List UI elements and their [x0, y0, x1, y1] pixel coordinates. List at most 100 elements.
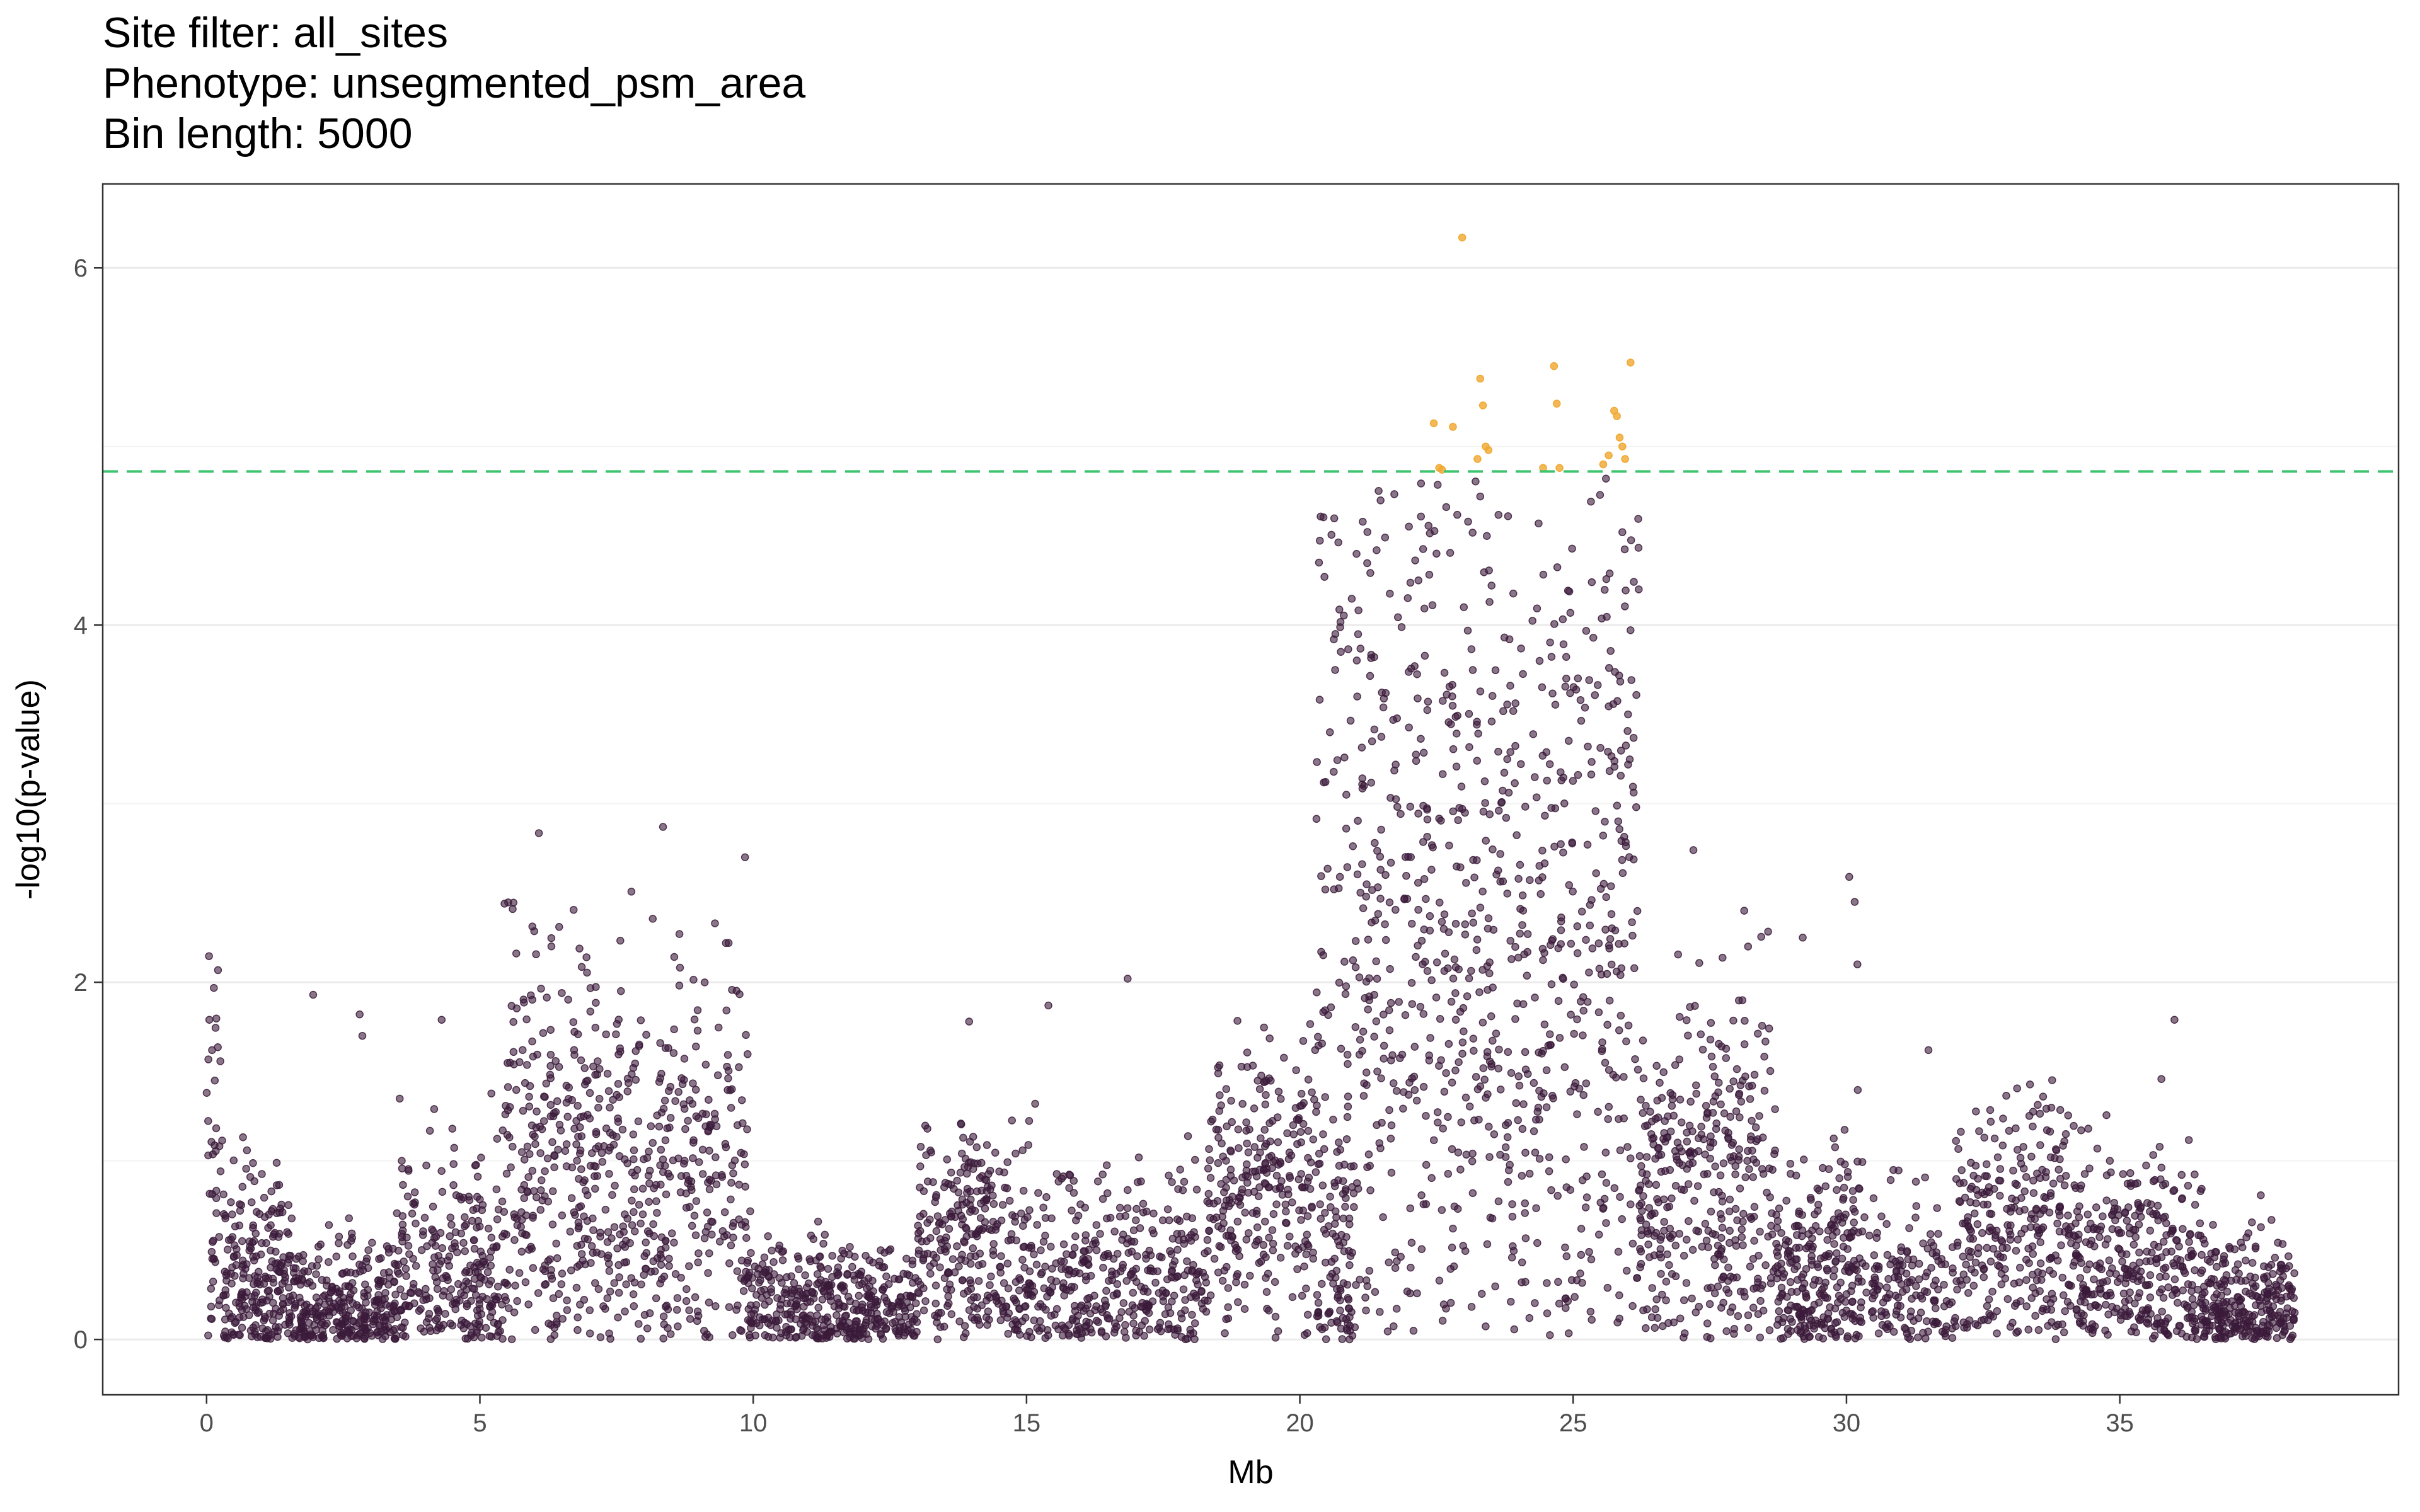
- data-point: [1919, 1329, 1927, 1337]
- data-point: [1657, 1233, 1666, 1241]
- data-point: [724, 1067, 733, 1075]
- data-point: [401, 1332, 410, 1341]
- data-point: [1480, 1075, 1489, 1084]
- data-point: [1616, 1011, 1625, 1020]
- data-point: [595, 1094, 604, 1103]
- data-point: [908, 1260, 917, 1269]
- data-point: [1587, 1315, 1596, 1324]
- data-point: [614, 1261, 623, 1269]
- data-point: [684, 1116, 692, 1125]
- data-point: [1305, 1174, 1313, 1182]
- data-point: [212, 1209, 221, 1217]
- data-point: [1607, 960, 1616, 969]
- data-point: [529, 1264, 538, 1272]
- data-point: [1831, 1143, 1840, 1152]
- data-point: [1075, 1269, 1084, 1278]
- data-point: [1393, 803, 1402, 811]
- data-point: [1137, 1283, 1145, 1291]
- data-point: [1475, 988, 1484, 997]
- data-point: [550, 1163, 558, 1172]
- data-point: [850, 1271, 858, 1280]
- data-point: [1284, 1190, 1293, 1199]
- data-point: [577, 963, 586, 971]
- data-point: [1722, 1285, 1731, 1293]
- data-point: [1348, 1249, 1356, 1257]
- data-point: [1086, 1325, 1095, 1334]
- data-point: [300, 1267, 308, 1275]
- data-point: [1959, 1179, 1968, 1187]
- data-point: [1242, 1118, 1250, 1126]
- data-point: [335, 1239, 343, 1247]
- data-point: [1726, 1084, 1734, 1093]
- data-point: [1343, 863, 1352, 871]
- data-point: [398, 1164, 406, 1172]
- data-point: [1184, 1132, 1192, 1140]
- data-point: [1428, 601, 1437, 609]
- data-point: [1573, 1110, 1581, 1118]
- data-point: [1470, 1116, 1478, 1125]
- data-point: [712, 1302, 720, 1310]
- data-point: [1605, 767, 1614, 776]
- data-point: [1933, 1204, 1941, 1212]
- data-point: [800, 1302, 808, 1311]
- data-point: [558, 1315, 567, 1323]
- data-point: [1315, 1149, 1323, 1158]
- data-point: [291, 1277, 299, 1286]
- data-point: [488, 1308, 497, 1317]
- data-point: [1665, 1261, 1673, 1269]
- data-point: [1607, 882, 1615, 890]
- data-point: [1377, 733, 1386, 741]
- data-point: [1379, 703, 1388, 712]
- data-point: [237, 1293, 245, 1302]
- data-point: [539, 1092, 548, 1101]
- data-point: [316, 1240, 325, 1249]
- data-point: [2017, 1229, 2025, 1238]
- data-point: [642, 1238, 650, 1247]
- data-point: [1059, 1240, 1068, 1249]
- data-point: [1504, 512, 1512, 520]
- data-point: [875, 1257, 884, 1266]
- data-point: [1469, 919, 1478, 927]
- data-point: [1373, 546, 1381, 554]
- data-point: [459, 1239, 468, 1247]
- data-point: [247, 1293, 256, 1301]
- data-point: [616, 936, 625, 945]
- data-point: [1512, 1099, 1520, 1108]
- data-point: [202, 1089, 211, 1097]
- data-point: [337, 1331, 346, 1339]
- data-point: [2055, 1227, 2064, 1236]
- data-point: [1219, 1219, 1228, 1228]
- data-point: [1423, 832, 1431, 841]
- data-point: [1226, 1171, 1235, 1180]
- data-point: [943, 1155, 952, 1164]
- data-point: [1302, 1250, 1310, 1259]
- data-point: [505, 1102, 514, 1111]
- data-point: [531, 1140, 539, 1148]
- data-point: [260, 1193, 268, 1202]
- data-point: [1648, 1284, 1656, 1292]
- data-point: [384, 1323, 393, 1331]
- data-point: [1856, 1314, 1865, 1322]
- data-point: [1047, 1276, 1056, 1284]
- data-point: [1652, 1181, 1661, 1189]
- data-point: [1598, 614, 1606, 623]
- data-point: [398, 1220, 407, 1229]
- data-point: [524, 1300, 533, 1309]
- data-point: [1587, 498, 1595, 506]
- data-point: [2099, 1212, 2107, 1220]
- data-point: [1313, 1291, 1322, 1299]
- data-point: [1473, 856, 1481, 864]
- data-point: [451, 1228, 460, 1237]
- data-point: [1630, 788, 1638, 797]
- data-point: [821, 1230, 829, 1239]
- data-point: [1790, 1265, 1799, 1274]
- data-point: [1363, 880, 1371, 888]
- data-point: [1764, 927, 1772, 936]
- data-point: [723, 1231, 731, 1239]
- data-point: [398, 1157, 406, 1165]
- data-point: [1726, 1273, 1735, 1281]
- data-point: [1678, 1185, 1686, 1194]
- data-point: [565, 1084, 573, 1092]
- data-point: [230, 1241, 239, 1249]
- data-point: [1508, 1212, 1517, 1221]
